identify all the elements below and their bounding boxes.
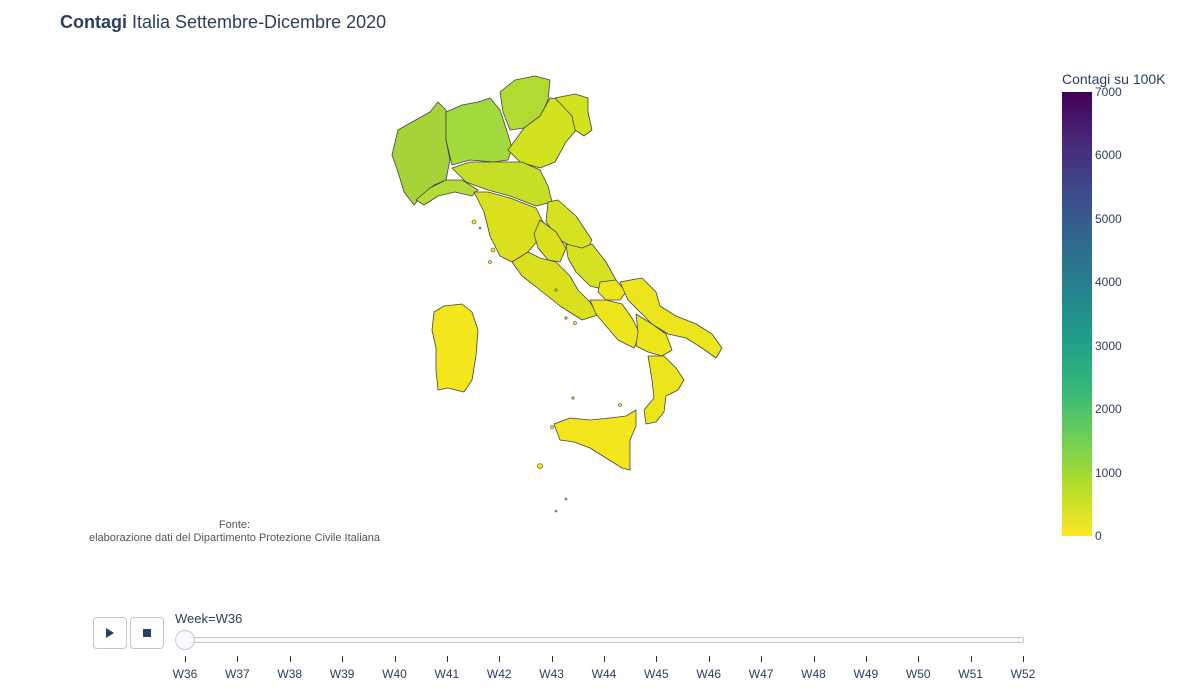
small-island — [490, 247, 496, 253]
slider-tick-label[interactable]: W45 — [644, 667, 669, 681]
slider-tick-label[interactable]: W50 — [905, 667, 931, 681]
source-note: Fonte: elaborazione dati del Dipartiment… — [60, 519, 409, 545]
colorbar — [1062, 92, 1092, 536]
slider-tick-label[interactable]: W52 — [1010, 667, 1036, 681]
slider-tick-label[interactable]: W43 — [539, 667, 564, 681]
small-island — [564, 316, 568, 320]
slider-track[interactable] — [185, 637, 1024, 643]
slider-tick-mark — [708, 656, 710, 662]
slider-tick-label[interactable]: W37 — [225, 667, 250, 681]
slider-tick-mark — [865, 656, 867, 662]
source-note-line1: Fonte: — [218, 519, 251, 531]
region-sicilia[interactable] — [553, 409, 637, 471]
slider-tick-mark — [237, 656, 239, 662]
slider-tick-mark — [1023, 656, 1024, 662]
slider-tick-mark — [604, 656, 605, 662]
region-friuli[interactable] — [554, 93, 593, 137]
slider-tick-mark — [813, 656, 815, 662]
colorbar-tick-label: 2000 — [1095, 402, 1122, 417]
region-campania[interactable] — [589, 299, 641, 349]
slider-tick-label[interactable]: W46 — [696, 667, 722, 681]
slider-tick-mark — [394, 656, 396, 662]
small-island — [573, 321, 577, 325]
region-emilia-romagna[interactable] — [451, 161, 553, 207]
colorbar-tick-label: 0 — [1095, 529, 1102, 543]
small-island — [564, 497, 568, 501]
small-island — [550, 425, 554, 429]
slider-current-label: Week=W36 — [175, 611, 243, 626]
colorbar-tick-label: 4000 — [1095, 275, 1122, 290]
colorbar-tick-label: 1000 — [1095, 465, 1122, 480]
chart-title: Contagi Italia Settembre-Dicembre 2020 — [60, 12, 386, 33]
slider-tick-mark — [185, 656, 186, 662]
small-island — [571, 396, 575, 400]
region-lazio[interactable] — [511, 251, 599, 321]
slider-tick-mark — [551, 656, 553, 662]
title-bold: Contagi — [60, 12, 127, 32]
region-molise[interactable] — [597, 279, 627, 301]
slider-tick-label[interactable]: W36 — [172, 667, 198, 681]
small-island — [478, 226, 482, 230]
play-icon — [106, 628, 114, 638]
slider-tick-label[interactable]: W48 — [801, 667, 826, 681]
small-island — [618, 403, 622, 407]
small-island — [554, 509, 558, 513]
colorbar-tick-label: 3000 — [1095, 338, 1122, 353]
slider-tick-label[interactable]: W51 — [958, 667, 983, 681]
slider-tick-label[interactable]: W47 — [748, 667, 774, 681]
slider-tick-mark — [918, 656, 920, 662]
slider-tick-mark — [970, 656, 972, 662]
slider-tick-mark — [446, 656, 448, 662]
small-island — [554, 288, 558, 292]
small-island — [471, 219, 477, 225]
play-button[interactable] — [93, 617, 127, 649]
region-veneto[interactable] — [507, 97, 583, 169]
small-island — [537, 463, 543, 469]
slider-tick-label[interactable]: W39 — [329, 667, 355, 681]
colorbar-title: Contagi su 100K — [1062, 71, 1166, 87]
regions-group — [391, 75, 723, 513]
slider-tick-label[interactable]: W41 — [434, 667, 460, 681]
small-island — [488, 260, 492, 264]
region-puglia[interactable] — [619, 277, 723, 359]
slider-tick-label[interactable]: W44 — [591, 667, 617, 681]
slider-tick-label[interactable]: W42 — [486, 667, 512, 681]
source-note-line2: elaborazione dati del Dipartimento Prote… — [88, 532, 381, 544]
slider-tick-mark — [342, 656, 344, 662]
slider-tick-label[interactable]: W40 — [382, 667, 407, 681]
colorbar-tick-label: 5000 — [1095, 211, 1122, 226]
slider-tick-mark — [656, 656, 658, 662]
colorbar-tick-label: 7000 — [1095, 85, 1122, 99]
region-toscana[interactable] — [473, 191, 545, 263]
region-umbria[interactable] — [533, 219, 567, 263]
slider-handle[interactable] — [175, 630, 195, 650]
region-piemonte-valle-aosta[interactable] — [391, 101, 451, 206]
stop-button[interactable] — [130, 617, 164, 649]
region-calabria[interactable] — [643, 355, 685, 425]
slider-tick-mark — [289, 656, 291, 662]
stop-icon — [143, 629, 151, 637]
slider-tick-label[interactable]: W49 — [853, 667, 879, 681]
slider-tick-mark — [761, 656, 763, 662]
region-sardegna[interactable] — [431, 303, 479, 393]
colorbar-tick-label: 6000 — [1095, 148, 1122, 163]
title-rest: Italia Settembre-Dicembre 2020 — [127, 12, 387, 32]
slider-tick-label[interactable]: W38 — [277, 667, 303, 681]
slider-tick-mark — [499, 656, 501, 662]
